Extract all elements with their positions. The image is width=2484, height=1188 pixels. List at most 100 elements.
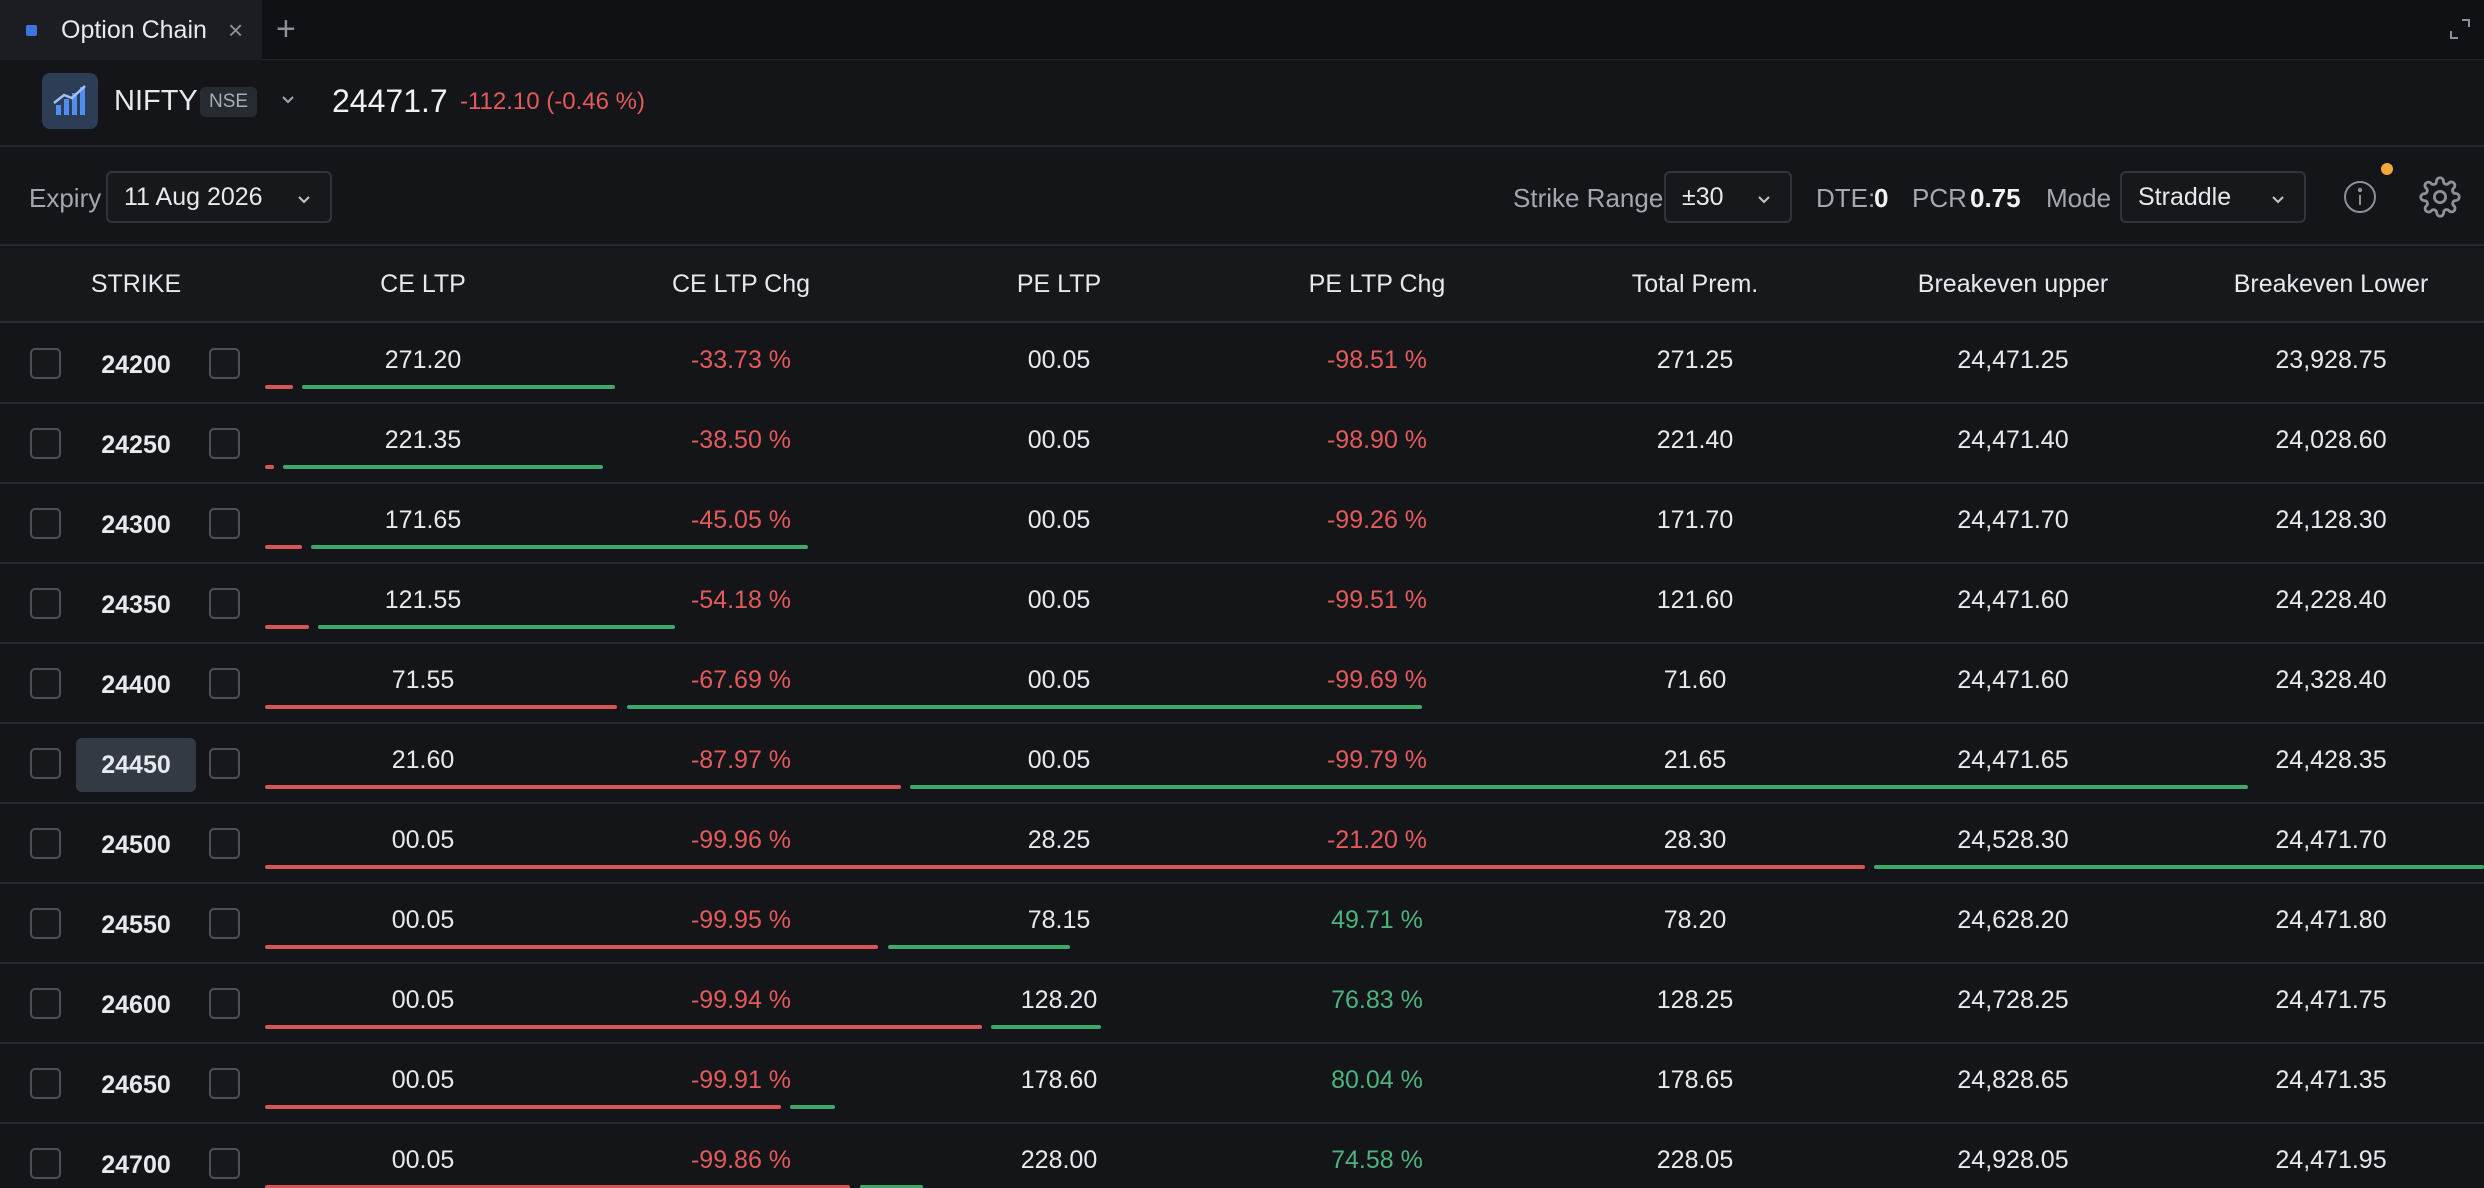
ce-ltp: 00.05 [391, 906, 455, 934]
ce-select-checkbox[interactable] [30, 1148, 61, 1179]
breakeven-upper: 24,471.40 [1957, 426, 2069, 454]
ce-select-checkbox[interactable] [30, 508, 61, 539]
ce-ltp: 00.05 [391, 1066, 455, 1094]
table-row[interactable]: 24650 00.05 -99.91 % 178.60 80.04 % 178.… [0, 1044, 2484, 1124]
table-row[interactable]: 24600 00.05 -99.94 % 128.20 76.83 % 128.… [0, 964, 2484, 1044]
pcr-value: 0.75 [1970, 183, 2021, 213]
breakeven-lower: 24,428.35 [2275, 746, 2387, 774]
ce-ltp: 21.60 [391, 746, 455, 774]
breakeven-upper: 24,471.65 [1957, 746, 2069, 774]
breakeven-upper: 24,728.25 [1957, 986, 2069, 1014]
breakeven-upper: 24,628.20 [1957, 906, 2069, 934]
pe-select-checkbox[interactable] [209, 1148, 240, 1179]
info-icon[interactable] [2341, 178, 2379, 216]
total-premium: 78.20 [1663, 906, 1727, 934]
pe-select-checkbox[interactable] [209, 988, 240, 1019]
total-premium: 271.25 [1656, 346, 1734, 374]
column-header-pe-ltp[interactable]: PE LTP [1016, 270, 1102, 298]
table-row[interactable]: 24300 171.65 -45.05 % 00.05 -99.26 % 171… [0, 484, 2484, 564]
column-header-ce-ltp-chg[interactable]: CE LTP Chg [671, 270, 811, 298]
ce-premium-bar [265, 945, 878, 949]
table-row[interactable]: 24200 271.20 -33.73 % 00.05 -98.51 % 271… [0, 324, 2484, 404]
expiry-select[interactable]: 11 Aug 2026 [106, 171, 332, 223]
pe-select-checkbox[interactable] [209, 508, 240, 539]
chain-toolbar: Expiry 11 Aug 2026 Strike Range ±30 DTE:… [0, 148, 2484, 246]
breakeven-upper: 24,528.30 [1957, 826, 2069, 854]
ce-ltp-chg: -87.97 % [690, 746, 792, 774]
maximize-icon[interactable] [2448, 17, 2472, 41]
column-header-ce-ltp[interactable]: CE LTP [380, 270, 466, 298]
table-row[interactable]: 24250 221.35 -38.50 % 00.05 -98.90 % 221… [0, 404, 2484, 484]
ce-select-checkbox[interactable] [30, 988, 61, 1019]
pcr-label: PCR [1912, 183, 1967, 213]
pe-ltp-chg: -99.69 % [1326, 666, 1428, 694]
notification-dot [2381, 163, 2393, 175]
ce-ltp: 00.05 [391, 826, 455, 854]
table-row[interactable]: 24550 00.05 -99.95 % 78.15 49.71 % 78.20… [0, 884, 2484, 964]
column-header-breakeven-lower[interactable]: Breakeven Lower [2233, 270, 2429, 298]
ce-select-checkbox[interactable] [30, 748, 61, 779]
pe-select-checkbox[interactable] [209, 1068, 240, 1099]
table-row[interactable]: 24450 21.60 -87.97 % 00.05 -99.79 % 21.6… [0, 724, 2484, 804]
strike-price: 24700 [101, 1151, 171, 1179]
symbol-dropdown-chevron-icon[interactable] [278, 89, 298, 109]
strike-price: 24200 [101, 351, 171, 379]
pe-ltp-chg: 76.83 % [1331, 986, 1423, 1014]
ce-select-checkbox[interactable] [30, 828, 61, 859]
gear-icon[interactable] [2419, 176, 2461, 218]
pe-select-checkbox[interactable] [209, 908, 240, 939]
pe-select-checkbox[interactable] [209, 748, 240, 779]
table-row[interactable]: 24700 00.05 -99.86 % 228.00 74.58 % 228.… [0, 1124, 2484, 1188]
pe-select-checkbox[interactable] [209, 828, 240, 859]
pe-select-checkbox[interactable] [209, 668, 240, 699]
ce-select-checkbox[interactable] [30, 668, 61, 699]
ce-ltp-chg: -99.91 % [690, 1066, 792, 1094]
ce-ltp: 71.55 [391, 666, 455, 694]
chevron-down-icon [2272, 196, 2284, 204]
strike-range-value: ±30 [1682, 182, 1724, 211]
strike-price: 24350 [101, 591, 171, 619]
table-row[interactable]: 24500 00.05 -99.96 % 28.25 -21.20 % 28.3… [0, 804, 2484, 884]
tab-option-chain[interactable]: Option Chain × [0, 0, 262, 60]
pe-ltp-chg: 49.71 % [1331, 906, 1423, 934]
ce-select-checkbox[interactable] [30, 908, 61, 939]
ce-ltp-chg: -45.05 % [690, 506, 792, 534]
ce-select-checkbox[interactable] [30, 428, 61, 459]
ce-select-checkbox[interactable] [30, 588, 61, 619]
tab-close-icon[interactable]: × [228, 15, 244, 45]
ce-premium-bar [265, 785, 901, 789]
pe-premium-bar [790, 1105, 835, 1109]
ce-select-checkbox[interactable] [30, 1068, 61, 1099]
breakeven-upper: 24,828.65 [1957, 1066, 2069, 1094]
pe-premium-bar [311, 545, 808, 549]
ce-ltp-chg: -67.69 % [690, 666, 792, 694]
ce-ltp: 271.20 [384, 346, 462, 374]
column-header-pe-ltp-chg[interactable]: PE LTP Chg [1308, 270, 1446, 298]
ce-select-checkbox[interactable] [30, 348, 61, 379]
column-header-total-prem[interactable]: Total Prem. [1631, 270, 1759, 298]
strike-price: 24400 [101, 671, 171, 699]
total-premium: 121.60 [1656, 586, 1734, 614]
pe-ltp-chg: -98.51 % [1326, 346, 1428, 374]
add-tab-icon[interactable]: + [276, 10, 296, 48]
strike-price: 24600 [101, 991, 171, 1019]
pe-select-checkbox[interactable] [209, 428, 240, 459]
symbol-name[interactable]: NIFTY [114, 85, 198, 117]
pe-ltp: 28.25 [1027, 826, 1091, 854]
table-row[interactable]: 24400 71.55 -67.69 % 00.05 -99.69 % 71.6… [0, 644, 2484, 724]
ce-ltp: 00.05 [391, 1146, 455, 1174]
column-header-strike[interactable]: STRIKE [90, 270, 182, 298]
mode-select[interactable]: Straddle [2120, 171, 2306, 223]
pe-ltp: 00.05 [1027, 666, 1091, 694]
instrument-header: NIFTY NSE 24471.7 -112.10 (-0.46 %) [0, 61, 2484, 147]
table-row[interactable]: 24350 121.55 -54.18 % 00.05 -99.51 % 121… [0, 564, 2484, 644]
atm-strike-price: 24450 [76, 738, 196, 792]
ce-premium-bar [265, 1185, 850, 1188]
pe-select-checkbox[interactable] [209, 588, 240, 619]
column-header-breakeven-upper[interactable]: Breakeven upper [1917, 270, 2109, 298]
pe-select-checkbox[interactable] [209, 348, 240, 379]
ce-ltp-chg: -33.73 % [690, 346, 792, 374]
strike-range-select[interactable]: ±30 [1664, 171, 1792, 223]
mode-label: Mode [2046, 183, 2112, 213]
ce-ltp-chg: -99.94 % [690, 986, 792, 1014]
